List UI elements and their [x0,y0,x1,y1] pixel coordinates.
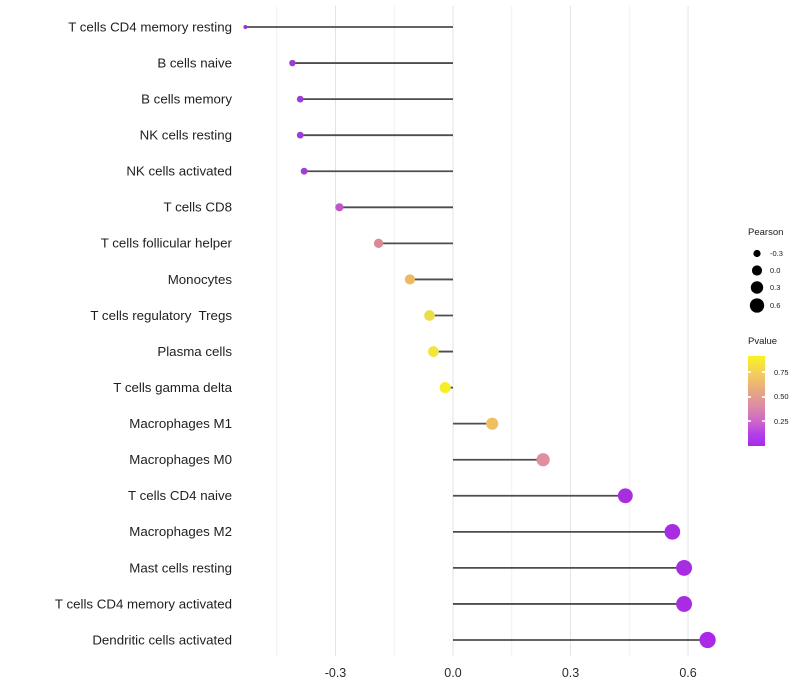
pvalue-tick-mark [762,395,765,398]
category-label: Dendritic cells activated [92,632,232,647]
category-label: Monocytes [168,272,233,287]
size-legend-dot [751,265,763,276]
size-legend-dot [749,297,765,313]
data-point [424,310,435,321]
category-label: T cells follicular helper [101,236,233,251]
category-label: T cells CD4 memory activated [55,596,232,611]
pvalue-tick-label: 0.50 [774,392,789,401]
data-point [296,131,304,139]
data-point [300,167,308,175]
category-label: Macrophages M0 [129,452,232,467]
data-point [428,346,439,357]
pvalue-tick-label: 0.25 [774,416,789,426]
x-tick-label: 0.3 [562,666,579,680]
category-label: Macrophages M1 [129,416,232,431]
category-label: T cells CD8 [164,200,232,215]
data-point [536,453,550,467]
x-tick-label: -0.3 [325,666,347,680]
category-label: T cells gamma delta [113,380,232,395]
size-legend-entry: 0.0 [748,262,783,279]
x-tick-label: 0.0 [444,666,461,680]
size-legend-dot [753,249,761,258]
category-label: Macrophages M2 [129,524,232,539]
category-label: NK cells resting [140,128,232,143]
category-label: T cells CD4 memory resting [68,19,232,34]
data-point [289,59,296,67]
data-point [335,203,344,212]
data-point [243,25,248,29]
data-point [664,524,681,540]
size-legend-label: 0.6 [770,300,781,310]
pearson-legend-title: Pearson [748,227,784,238]
x-tick-label: 0.6 [679,666,696,680]
data-point [676,559,693,576]
category-label: Plasma cells [157,344,232,359]
data-point [373,238,384,249]
pvalue-color-legend: Pvalue 0.75 0.50 0.25 [744,336,789,446]
size-legend-entry: 0.6 [748,297,783,314]
pearson-legend-entries: -0.3 0.0 0.3 0.6 [748,245,783,314]
category-label: B cells memory [141,92,232,107]
category-label: Mast cells resting [129,560,232,575]
size-legend-label: 0.3 [770,283,781,293]
pvalue-tick-mark [762,371,765,373]
data-point [676,596,693,612]
category-label: NK cells activated [126,164,232,179]
pvalue-tick-mark [762,420,765,422]
size-legend-entry: -0.3 [748,245,783,262]
pvalue-tick-mark [748,420,751,422]
pvalue-tick-mark [748,371,751,373]
data-point [296,95,304,103]
data-point [699,631,716,649]
pvalue-tick-mark [748,395,751,398]
category-label: B cells naive [157,55,232,70]
pearson-size-legend: Pearson -0.3 0.0 0.3 0.6 [744,227,783,314]
data-point [486,417,499,430]
data-point [439,382,451,394]
data-point [404,274,416,285]
size-legend-label: -0.3 [770,249,783,259]
category-label: T cells regulatory Tregs [90,308,232,323]
pvalue-gradient-bar [748,356,765,446]
size-legend-dot [750,281,764,295]
pvalue-tick-label: 0.75 [774,367,789,377]
size-legend-entry: 0.3 [748,279,783,296]
pvalue-legend-title: Pvalue [748,336,778,347]
size-legend-label: 0.0 [770,266,781,276]
data-point [617,488,633,504]
category-label: T cells CD4 naive [128,488,232,503]
